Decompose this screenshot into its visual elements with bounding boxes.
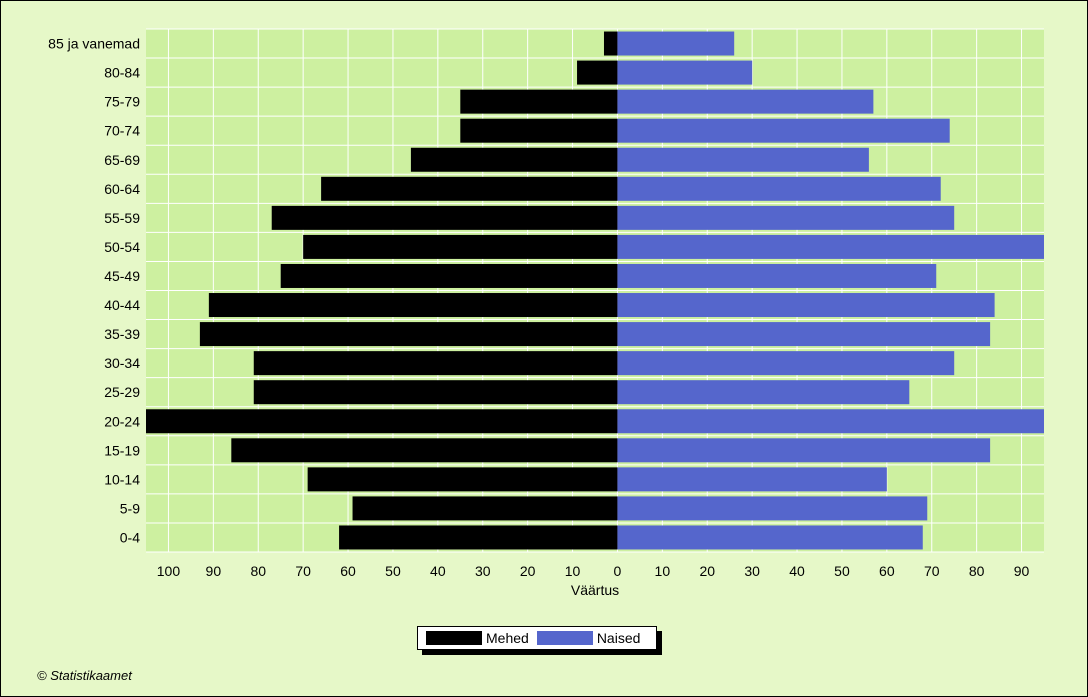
x-tick-label: 10	[655, 563, 671, 579]
legend-swatch-female	[536, 631, 593, 645]
gridlines	[146, 28, 1044, 553]
category-label: 40-44	[104, 297, 140, 313]
source-credit: © Statistikaamet	[37, 668, 132, 683]
bar-female	[617, 147, 869, 172]
category-label: 60-64	[104, 181, 140, 197]
bar-female	[617, 234, 1044, 259]
x-tick-label: 40	[789, 563, 805, 579]
category-label: 70-74	[104, 123, 140, 139]
bar-female	[617, 525, 923, 550]
bar-female	[617, 322, 991, 347]
category-label: 20-24	[104, 413, 140, 429]
bar-female	[617, 351, 955, 376]
x-tick-label: 10	[565, 563, 581, 579]
category-labels: 85 ja vanemad 80-84 75-79 70-74 65-69 60-64 55…	[48, 36, 140, 546]
category-label: 65-69	[104, 152, 140, 168]
bar-male	[199, 322, 618, 347]
bar-female	[617, 438, 991, 463]
bar-male	[208, 293, 618, 318]
bar-male	[603, 31, 618, 56]
category-label: 80-84	[104, 65, 140, 81]
x-tick-label: 20	[699, 563, 715, 579]
bar-male	[253, 380, 618, 405]
bar-male	[253, 351, 618, 376]
bar-female	[617, 293, 995, 318]
x-tick-label: 50	[385, 563, 401, 579]
bar-male	[460, 89, 618, 114]
bars	[146, 31, 1044, 550]
x-tick-label: 60	[340, 563, 356, 579]
bar-male	[303, 234, 618, 259]
x-tick-label: 70	[295, 563, 311, 579]
bar-female	[617, 409, 1044, 434]
bar-female	[617, 60, 753, 85]
bar-male	[146, 409, 618, 434]
bar-male	[460, 118, 618, 143]
bar-male	[271, 205, 618, 230]
category-label: 85 ja vanemad	[48, 36, 140, 52]
category-label: 55-59	[104, 210, 140, 226]
category-label: 15-19	[104, 442, 140, 458]
legend-item-male: Mehed	[426, 630, 529, 646]
category-label: 5-9	[120, 500, 140, 516]
category-label: 35-39	[104, 326, 140, 342]
bar-male	[231, 438, 618, 463]
bar-female	[617, 467, 887, 492]
legend-swatch-male	[426, 631, 482, 645]
x-tick-label: 0	[614, 563, 622, 579]
x-tick-label: 60	[879, 563, 895, 579]
x-tick-label: 100	[157, 563, 181, 579]
bar-male	[321, 176, 618, 201]
bar-female	[617, 380, 910, 405]
x-tick-label: 50	[834, 563, 850, 579]
category-label: 75-79	[104, 94, 140, 110]
x-tick-label: 70	[924, 563, 940, 579]
category-label: 25-29	[104, 384, 140, 400]
bar-male	[410, 147, 618, 172]
bar-female	[617, 263, 937, 288]
x-tick-label: 30	[744, 563, 760, 579]
x-tick-label: 80	[969, 563, 985, 579]
bar-male	[352, 496, 618, 521]
bar-female	[617, 118, 950, 143]
legend-item-female: Naised	[536, 630, 641, 646]
category-label: 10-14	[104, 471, 140, 487]
bar-male	[577, 60, 618, 85]
bar-female	[617, 205, 955, 230]
x-tick-label: 40	[430, 563, 446, 579]
x-tick-label: 90	[206, 563, 222, 579]
category-label: 45-49	[104, 268, 140, 284]
category-label: 30-34	[104, 355, 140, 371]
legend: Mehed Naised	[417, 626, 657, 650]
category-label: 50-54	[104, 239, 140, 255]
bar-female	[617, 496, 928, 521]
x-tick-label: 90	[1014, 563, 1030, 579]
legend-label-female: Naised	[596, 630, 641, 646]
category-label: 0-4	[120, 529, 140, 545]
x-axis-label: Väärtus	[571, 582, 619, 598]
x-tick-label: 20	[520, 563, 536, 579]
x-tick-label: 30	[475, 563, 491, 579]
legend-label-male: Mehed	[486, 630, 529, 646]
bar-female	[617, 176, 941, 201]
x-tick-labels: 100 90 80 70 60 50 40 30 20 10 0 10 20 30 40 50 60 70 80 90	[157, 563, 1030, 579]
bar-female	[617, 31, 735, 56]
bar-male	[339, 525, 618, 550]
bar-male	[280, 263, 618, 288]
x-tick-label: 80	[250, 563, 266, 579]
bar-male	[307, 467, 618, 492]
bar-female	[617, 89, 874, 114]
